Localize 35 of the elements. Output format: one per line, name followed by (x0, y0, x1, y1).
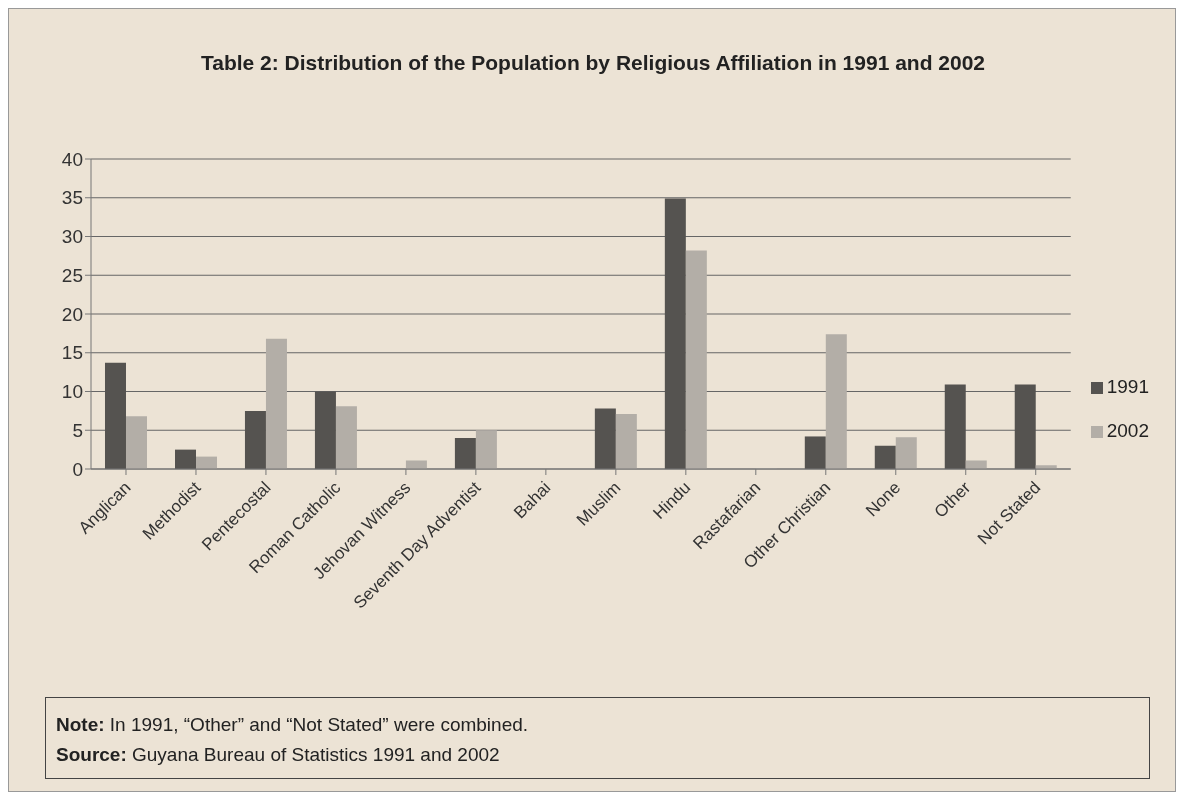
bar (126, 416, 147, 469)
y-tick-label: 25 (61, 264, 83, 286)
y-tick-label: 0 (72, 458, 83, 480)
chart-title: Table 2: Distribution of the Population by Religious Affiliation in 1991 and 2002 (199, 51, 987, 75)
y-tick-label: 20 (61, 303, 83, 325)
legend-label: 2002 (1106, 420, 1149, 441)
bar (874, 445, 896, 469)
bar (685, 250, 707, 469)
bar (594, 408, 616, 469)
bar (335, 406, 357, 469)
bar (265, 338, 287, 469)
bar (895, 437, 917, 469)
bar (314, 391, 336, 469)
y-tick-label: 30 (61, 226, 83, 248)
y-tick-label: 5 (72, 419, 83, 441)
y-tick-label: 40 (61, 148, 83, 170)
legend-label: 1991 (1106, 376, 1149, 397)
bar (664, 198, 686, 469)
y-tick-label: 10 (61, 381, 83, 403)
bar (944, 384, 966, 469)
bar (475, 430, 497, 469)
y-tick-label: 35 (61, 187, 83, 209)
bar (1014, 384, 1036, 469)
bar (405, 460, 427, 469)
bar (454, 438, 476, 469)
bar (174, 449, 196, 469)
bar (615, 413, 637, 469)
text: Note: In 1991, “Other” and “Not Stated” were combined. (56, 713, 530, 737)
y-tick-label: 15 (61, 342, 83, 364)
bar (965, 460, 987, 469)
bar (825, 334, 847, 469)
bar (244, 410, 266, 469)
bar (105, 362, 126, 469)
source-note: Source: Guyana Bureau of Statistics 1991 and 2002 (56, 743, 501, 767)
bar (804, 436, 826, 469)
